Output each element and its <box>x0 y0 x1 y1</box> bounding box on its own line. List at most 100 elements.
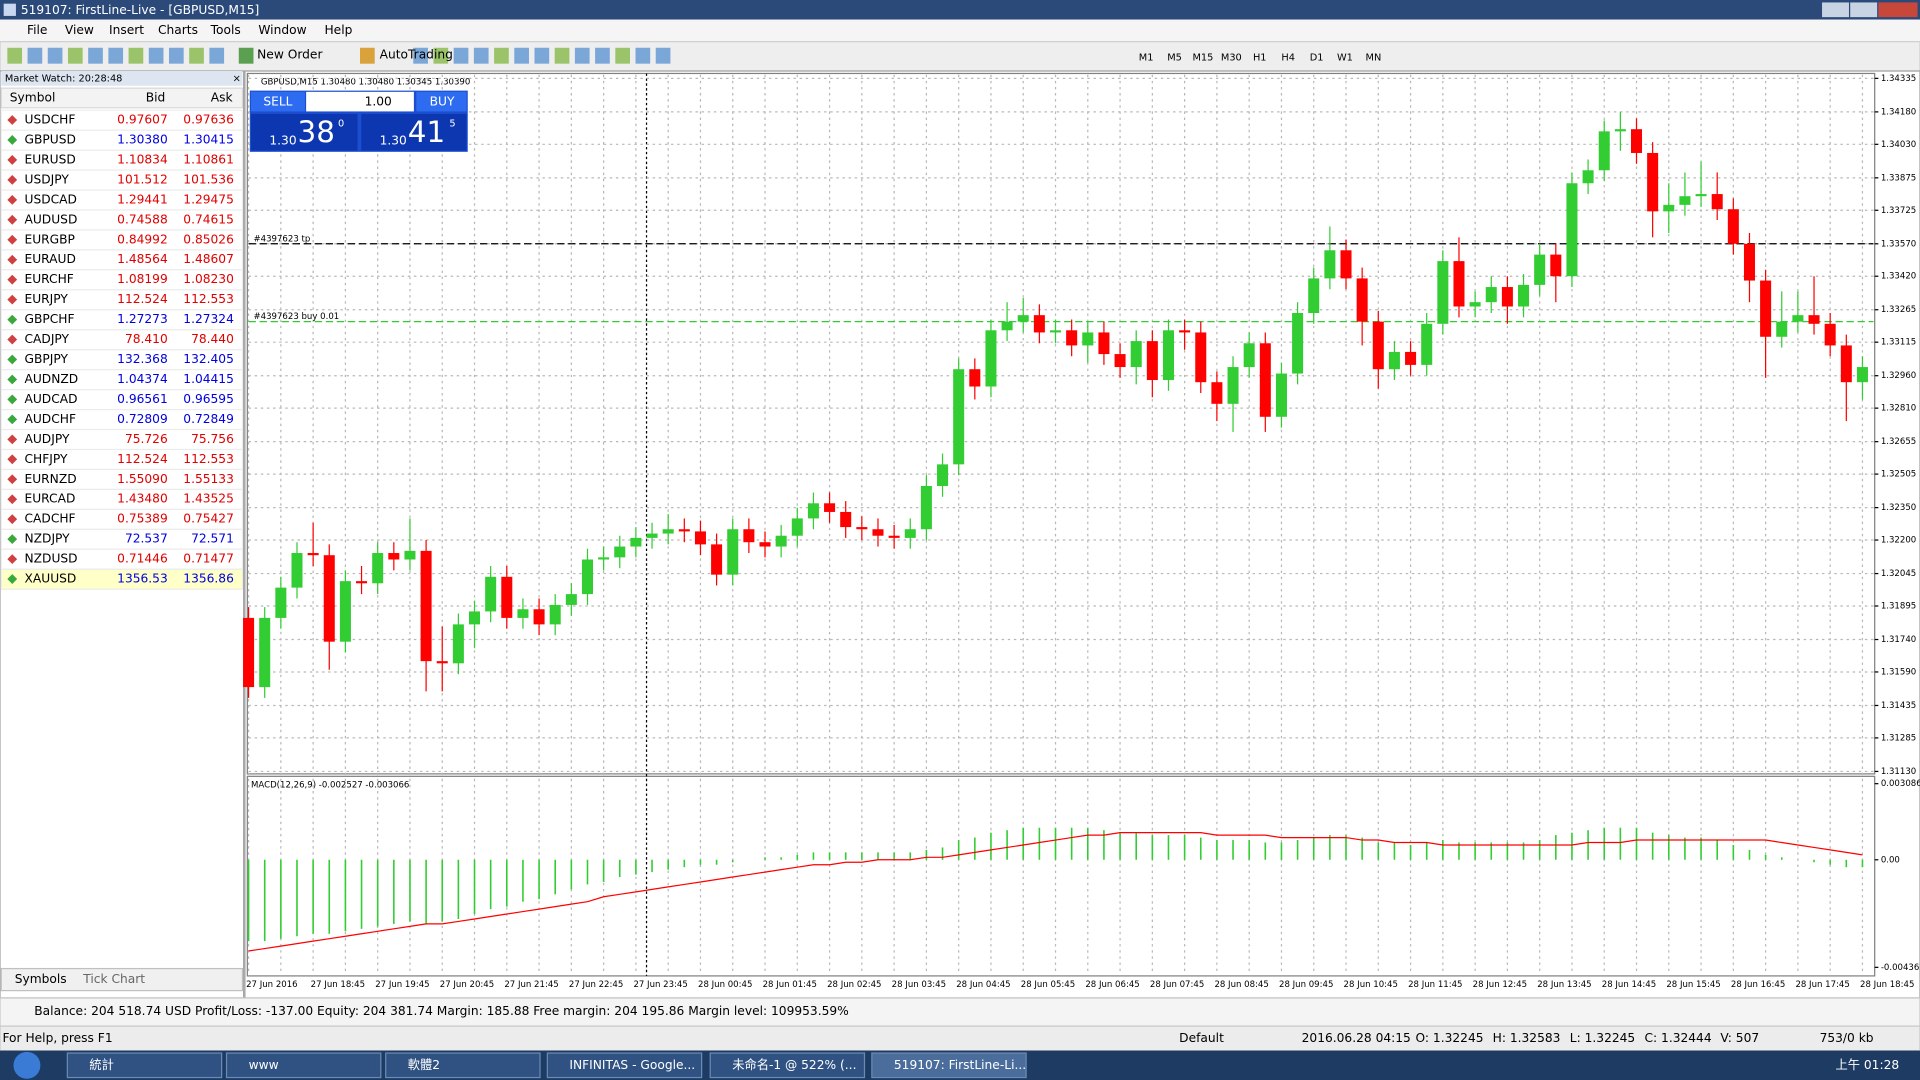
timeframe-button[interactable]: M30 <box>1221 53 1242 64</box>
candle-body <box>1259 343 1271 417</box>
toolbar-icon[interactable] <box>453 47 469 64</box>
menu-item[interactable]: File <box>27 23 47 37</box>
bid: 0.71446 <box>117 552 168 566</box>
ask: 0.72849 <box>183 412 234 426</box>
menu-item[interactable]: Help <box>324 23 352 37</box>
toolbar-icon[interactable] <box>514 47 529 64</box>
toolbar-icon[interactable] <box>554 47 570 64</box>
candle-body <box>662 529 674 534</box>
time-label: 28 Jun 00:45 <box>698 980 752 990</box>
time-label: 28 Jun 17:45 <box>1795 980 1849 990</box>
toolbar-icon[interactable] <box>47 47 63 64</box>
taskbar-item[interactable] <box>66 1052 223 1079</box>
candle-body <box>1776 321 1788 337</box>
toolbar-icon[interactable] <box>595 47 610 64</box>
candle-body <box>1292 312 1304 374</box>
toolbar-icon[interactable] <box>433 47 449 64</box>
toolbar-icon[interactable] <box>655 47 671 64</box>
market-watch-close[interactable]: × <box>233 73 241 84</box>
menu-item[interactable]: Tools <box>210 23 241 37</box>
toolbar-icon[interactable] <box>189 47 204 64</box>
close-button[interactable] <box>1878 2 1918 18</box>
toolbar-icon[interactable] <box>108 47 124 64</box>
timeframe-button[interactable]: MN <box>1366 53 1382 64</box>
menu-item[interactable]: Window <box>258 23 306 37</box>
toolbar-icon[interactable] <box>413 47 428 64</box>
candle-body <box>985 330 997 387</box>
quote-icon <box>7 314 18 325</box>
tab[interactable]: Symbols <box>15 972 67 986</box>
taskbar-item[interactable] <box>709 1052 866 1079</box>
timeframe-button[interactable]: H1 <box>1253 53 1267 64</box>
timeframe-button[interactable]: H4 <box>1281 53 1295 64</box>
sell-price-box[interactable] <box>251 113 358 151</box>
menu-item[interactable]: Insert <box>109 23 144 37</box>
candle-body <box>1437 261 1449 324</box>
quote-icon <box>7 115 18 125</box>
toolbar-icon[interactable] <box>574 47 590 64</box>
ask: 112.553 <box>183 452 234 466</box>
candle-body <box>1017 315 1029 322</box>
ask: 0.74615 <box>183 212 234 226</box>
time-label: 27 Jun 19:45 <box>375 980 429 990</box>
symbol: EURCAD <box>24 492 75 506</box>
toolbar-icon[interactable] <box>494 47 509 64</box>
timeframe-button[interactable]: M15 <box>1192 53 1213 64</box>
timeframe-button[interactable]: M1 <box>1139 53 1154 64</box>
minimize-button[interactable] <box>1822 2 1849 18</box>
candle-body <box>840 511 852 528</box>
candle-body <box>243 617 255 688</box>
autotrading-button[interactable]: AutoTrading <box>380 48 453 62</box>
candle-body <box>1743 243 1755 281</box>
menu-item[interactable]: View <box>65 23 94 37</box>
lots-input[interactable] <box>306 91 414 112</box>
toolbar-icon[interactable] <box>128 47 144 64</box>
time-label: 27 Jun 23:45 <box>633 980 687 990</box>
start-button[interactable] <box>13 1051 41 1079</box>
buy-price-box[interactable] <box>361 113 467 151</box>
toolbar-icon[interactable] <box>148 47 164 64</box>
menu-item[interactable]: Charts <box>158 23 198 37</box>
toolbar-icon[interactable] <box>473 47 489 64</box>
toolbar-icon[interactable] <box>209 47 225 64</box>
timeframe-button[interactable]: D1 <box>1310 53 1324 64</box>
toolbar-icon[interactable] <box>635 47 651 64</box>
candle-body <box>404 550 416 560</box>
toolbar-icon[interactable] <box>7 47 23 64</box>
toolbar-icon[interactable] <box>67 47 83 64</box>
new-order-button[interactable]: New Order <box>257 48 323 62</box>
price-label: 1.33725 <box>1881 206 1916 216</box>
symbol: GBPUSD <box>24 132 75 146</box>
bid: 1.55090 <box>117 472 168 486</box>
tab[interactable]: Tick Chart <box>82 972 145 986</box>
toolbar-icon[interactable] <box>168 47 184 64</box>
maximize-button[interactable] <box>1850 2 1878 18</box>
candle-body <box>339 581 351 642</box>
ask: 1.27324 <box>183 312 234 326</box>
candle-body <box>581 559 593 595</box>
buy-button[interactable] <box>416 91 467 112</box>
price-label: 1.31435 <box>1881 701 1916 711</box>
taskbar-item[interactable] <box>225 1052 382 1079</box>
candle-body <box>549 604 561 625</box>
taskbar-item[interactable] <box>546 1052 703 1079</box>
timeframe-button[interactable]: M5 <box>1167 53 1182 64</box>
bid: 1.30380 <box>117 132 168 146</box>
quote-row[interactable] <box>0 568 244 590</box>
column-header <box>0 87 244 109</box>
price-label: 1.32045 <box>1881 569 1916 579</box>
candle-body <box>1388 351 1400 370</box>
chart-window <box>244 70 1920 999</box>
toolbar-icon[interactable] <box>534 47 550 64</box>
candle-body <box>291 553 303 588</box>
toolbar-icon[interactable] <box>27 47 43 64</box>
taskbar-item[interactable] <box>385 1052 541 1079</box>
toolbar-icon[interactable] <box>88 47 103 64</box>
toolbar-icon[interactable] <box>615 47 630 64</box>
sell-button[interactable] <box>251 91 305 112</box>
taskbar-item[interactable] <box>871 1052 1027 1079</box>
chart-header: GBPUSD,M15 1.30480 1.30480 1.30345 1.303… <box>261 78 470 88</box>
time-label: 27 Jun 20:45 <box>440 980 494 990</box>
timeframe-button[interactable]: W1 <box>1337 53 1353 64</box>
symbol: EURAUD <box>24 252 75 266</box>
